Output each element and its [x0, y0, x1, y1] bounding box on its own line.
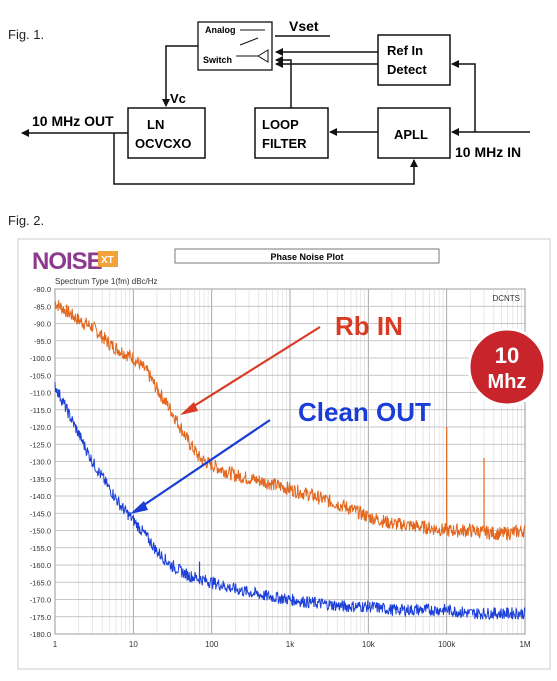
vc-label: Vc [170, 91, 186, 106]
rb-in-arrowhead [180, 402, 198, 415]
badge-line1: 10 [495, 343, 519, 368]
analog-switch-block: Analog Switch [197, 21, 273, 71]
fig1-caption: Fig. 1. [8, 27, 45, 42]
y-tick-label: -120.0 [30, 423, 51, 432]
loop-label: LOOP [262, 117, 299, 132]
spectrum-type-label: Spectrum Type 1(fm) dBc/Hz [55, 277, 158, 286]
ten-mhz-in-label: 10 MHz IN [455, 144, 521, 160]
x-tick-label: 1M [519, 640, 530, 649]
y-tick-label: -90.0 [34, 320, 51, 329]
ref-in-label: Ref In [387, 43, 423, 58]
x-tick-label: 1 [53, 640, 58, 649]
vset-label: Vset [289, 18, 319, 34]
y-tick-label: -140.0 [30, 492, 51, 501]
series-lines [54, 300, 526, 621]
y-tick-labels: -80.0 -85.0 -90.0 -95.0 -100.0 -105.0 -110.0 -1… [30, 285, 51, 639]
dcnts-label: DCNTS [492, 294, 520, 303]
ten-mhz-badge [467, 327, 547, 407]
rb-in-arrow [185, 326, 321, 412]
logo-badge-bg [98, 251, 118, 267]
y-tick-label: -155.0 [30, 544, 51, 553]
ln-ocvcxo-box [127, 107, 206, 159]
x-tick-label: 100k [438, 640, 456, 649]
x-tick-label: 10 [129, 640, 138, 649]
apll-box [377, 107, 451, 159]
clean-out-label: Clean OUT [298, 397, 431, 427]
detect-label: Detect [387, 62, 427, 77]
y-tick-label: -170.0 [30, 596, 51, 605]
fig2-caption: Fig. 2. [8, 213, 45, 228]
y-tick-label: -95.0 [34, 337, 51, 346]
loop-filter-box [254, 107, 329, 159]
phase-noise-chart: NOISE XT Phase Noise Plot Spectrum Type … [17, 238, 551, 670]
logo-badge: XT [101, 255, 114, 266]
plot-title: Phase Noise Plot [270, 252, 343, 262]
y-tick-label: -175.0 [30, 613, 51, 622]
fig1-block-diagram: Analog Switch Vset Ref In Detect LN OCVC… [21, 18, 530, 185]
clean-out-arrowhead [130, 501, 148, 514]
x-tick-labels: 1 10 100 1k 10k 100k 1M [53, 640, 531, 649]
switch-label: Switch [203, 55, 232, 65]
ocvcxo-label: OCVCXO [135, 136, 191, 151]
ln-label: LN [147, 117, 164, 132]
ref-in-detect-box [377, 34, 451, 86]
y-tick-label: -180.0 [30, 630, 51, 639]
y-tick-label: -80.0 [34, 285, 51, 294]
y-tick-label: -145.0 [30, 509, 51, 518]
y-tick-label: -130.0 [30, 458, 51, 467]
grid-lines [54, 288, 526, 635]
ten-mhz-out-label: 10 MHz OUT [32, 113, 114, 129]
series-line-clean-out [54, 381, 526, 621]
y-tick-label: -150.0 [30, 527, 51, 536]
y-tick-label: -105.0 [30, 371, 51, 380]
y-tick-label: -100.0 [30, 354, 51, 363]
y-tick-label: -160.0 [30, 561, 51, 570]
x-tick-label: 10k [362, 640, 376, 649]
y-tick-label: -110.0 [30, 389, 51, 398]
apll-label: APLL [394, 127, 428, 142]
y-tick-label: -165.0 [30, 578, 51, 587]
y-tick-label: -125.0 [30, 440, 51, 449]
filter-label: FILTER [262, 136, 307, 151]
x-tick-label: 100 [205, 640, 219, 649]
clean-out-arrow [137, 419, 271, 510]
y-tick-label: -135.0 [30, 475, 51, 484]
x-tick-label: 1k [286, 640, 295, 649]
analog-label: Analog [205, 25, 236, 35]
y-tick-label: -115.0 [30, 406, 51, 415]
y-tick-label: -85.0 [34, 302, 51, 311]
rb-in-label: Rb IN [335, 311, 403, 341]
plot-title-box [174, 248, 440, 264]
badge-line2: Mhz [488, 371, 527, 393]
noise-logo: NOISE [32, 248, 103, 275]
